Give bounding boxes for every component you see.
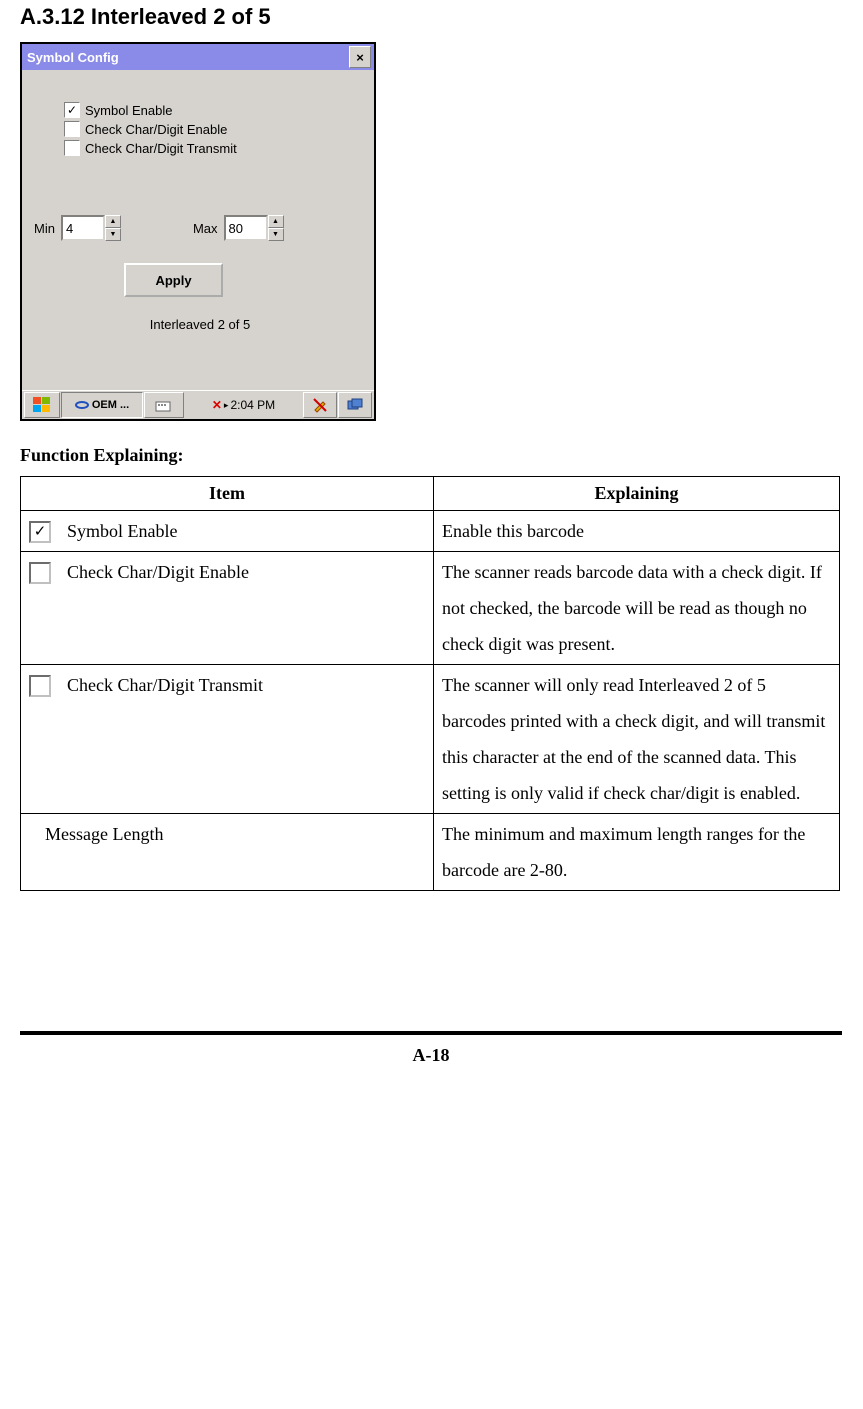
taskbar-clock: ✕ ▸ 2:04 PM [185, 393, 302, 417]
titlebar-text: Symbol Config [25, 50, 349, 65]
item-text: Symbol Enable [67, 513, 178, 549]
apply-button[interactable]: Apply [124, 263, 223, 297]
section-heading: A.3.12 Interleaved 2 of 5 [20, 4, 843, 30]
checkbox-unchecked-icon [29, 675, 51, 697]
spinner-up-icon[interactable]: ▲ [105, 215, 121, 228]
sip-button[interactable] [144, 392, 184, 418]
function-table: Item Explaining ✓ Symbol Enable Enable t… [20, 476, 840, 891]
check-char-digit-transmit[interactable]: Check Char/Digit Transmit [64, 140, 356, 156]
tray-icon-2[interactable] [338, 392, 372, 418]
checkbox-icon[interactable] [64, 121, 80, 137]
close-icon[interactable]: × [349, 46, 371, 68]
function-explaining-label: Function Explaining: [20, 445, 843, 466]
start-button[interactable] [24, 392, 60, 418]
header-explaining: Explaining [434, 477, 840, 511]
clock-text: 2:04 PM [230, 398, 275, 412]
table-header-row: Item Explaining [21, 477, 840, 511]
check-label: Check Char/Digit Enable [85, 122, 227, 137]
min-input[interactable]: 4 [61, 215, 105, 241]
footer-rule [20, 1031, 842, 1035]
max-input[interactable]: 80 [224, 215, 268, 241]
item-text: Check Char/Digit Transmit [67, 667, 263, 703]
dialog-caption: Interleaved 2 of 5 [44, 317, 356, 332]
table-row: Check Char/Digit Transmit The scanner wi… [21, 665, 840, 814]
min-spinner[interactable]: 4 ▲ ▼ [61, 215, 121, 241]
checkbox-icon[interactable]: ✓ [64, 102, 80, 118]
windows-flag-icon [33, 397, 51, 413]
check-char-digit-enable[interactable]: Check Char/Digit Enable [64, 121, 356, 137]
screenshot-dialog: Symbol Config × ✓ Symbol Enable Check Ch… [20, 42, 376, 421]
signal-icon: ▸ [224, 400, 229, 411]
item-text: Message Length [45, 816, 163, 852]
min-label: Min [34, 221, 55, 236]
taskbar: OEM ... ✕ ▸ 2:04 PM [22, 390, 374, 419]
tray-icon-1[interactable] [303, 392, 337, 418]
page-number: A-18 [20, 1045, 842, 1066]
checkbox-checked-icon: ✓ [29, 521, 51, 543]
table-row: Check Char/Digit Enable The scanner read… [21, 552, 840, 665]
header-item: Item [21, 477, 434, 511]
keyboard-icon [155, 398, 173, 412]
titlebar: Symbol Config × [22, 44, 374, 70]
explain-text: The scanner will only read Interleaved 2… [434, 665, 840, 814]
disconnect-icon: ✕ [212, 398, 222, 412]
max-spinner[interactable]: 80 ▲ ▼ [224, 215, 284, 241]
check-label: Check Char/Digit Transmit [85, 141, 237, 156]
table-row: ✓ Symbol Enable Enable this barcode [21, 511, 840, 552]
taskbar-app-label: OEM ... [92, 399, 129, 411]
pencil-icon [312, 397, 328, 413]
explain-text: The minimum and maximum length ranges fo… [434, 814, 840, 891]
checkbox-unchecked-icon [29, 562, 51, 584]
check-symbol-enable[interactable]: ✓ Symbol Enable [64, 102, 356, 118]
item-text: Check Char/Digit Enable [67, 554, 249, 590]
spinner-down-icon[interactable]: ▼ [105, 228, 121, 241]
windows-cascade-icon [347, 398, 363, 412]
dialog-body: ✓ Symbol Enable Check Char/Digit Enable … [22, 70, 374, 390]
max-label: Max [193, 221, 218, 236]
spinner-down-icon[interactable]: ▼ [268, 228, 284, 241]
explain-text: The scanner reads barcode data with a ch… [434, 552, 840, 665]
app-icon [75, 400, 89, 410]
checkbox-icon[interactable] [64, 140, 80, 156]
taskbar-app-button[interactable]: OEM ... [61, 392, 143, 418]
check-label: Symbol Enable [85, 103, 172, 118]
explain-text: Enable this barcode [434, 511, 840, 552]
table-row: Message Length The minimum and maximum l… [21, 814, 840, 891]
spinner-up-icon[interactable]: ▲ [268, 215, 284, 228]
